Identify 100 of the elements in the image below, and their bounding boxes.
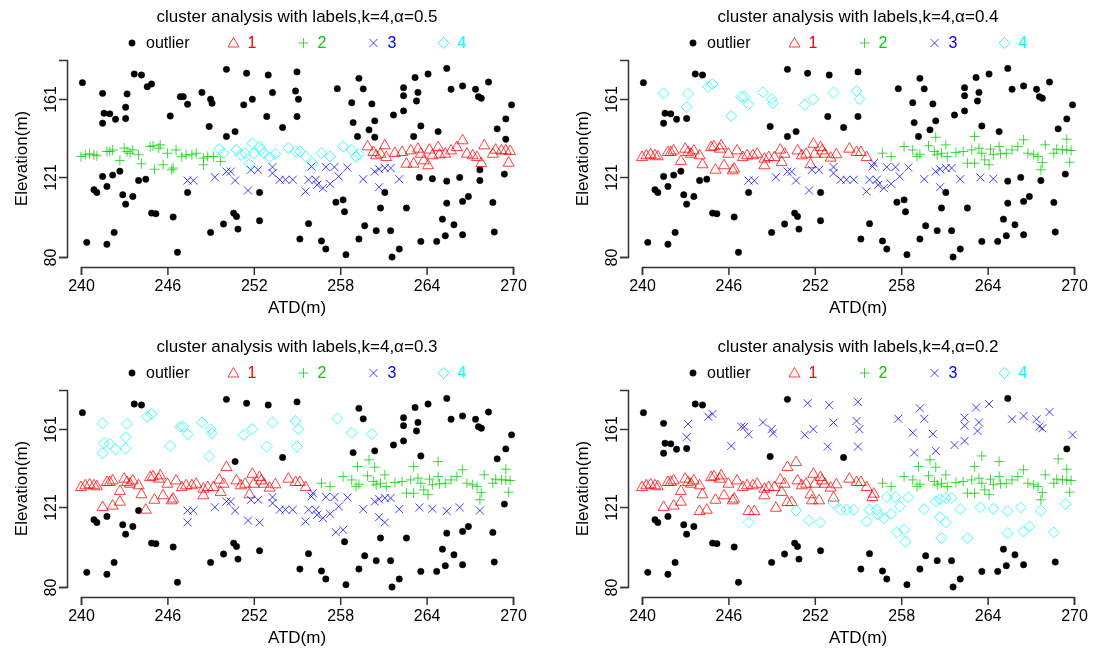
point — [321, 492, 331, 502]
point — [1061, 463, 1073, 475]
point — [312, 180, 322, 190]
point — [975, 172, 985, 182]
x-tick-label: 240 — [629, 277, 656, 295]
point — [275, 175, 285, 185]
point — [466, 148, 479, 160]
point — [867, 162, 877, 171]
legend-label: outlier — [146, 34, 191, 51]
point — [1051, 143, 1063, 155]
point — [830, 147, 843, 159]
y-tick-label: 161 — [42, 416, 59, 443]
point — [969, 460, 981, 472]
x-tick-label: 252 — [240, 277, 268, 295]
point — [188, 506, 198, 516]
point — [380, 150, 393, 162]
y-tick-label: 80 — [42, 578, 59, 597]
point — [976, 450, 988, 462]
point — [703, 412, 713, 422]
point — [329, 492, 339, 502]
point — [836, 175, 846, 185]
point — [445, 143, 458, 155]
x-tick-label: 240 — [68, 277, 95, 295]
x-tick-label: 264 — [413, 607, 441, 625]
point — [239, 477, 252, 488]
point — [935, 164, 945, 174]
point — [639, 409, 647, 417]
point — [1064, 486, 1076, 498]
point — [98, 437, 111, 450]
point — [408, 460, 420, 472]
point — [949, 583, 957, 591]
point — [230, 473, 243, 485]
point — [966, 474, 978, 486]
point — [299, 480, 312, 492]
point — [331, 527, 341, 537]
x-tick-label: 270 — [500, 607, 527, 625]
point — [478, 469, 490, 481]
point — [690, 523, 698, 530]
point — [210, 172, 220, 182]
point — [940, 139, 952, 151]
point — [404, 143, 417, 155]
legend-label: 3 — [948, 34, 958, 51]
point — [808, 424, 818, 434]
point — [827, 497, 840, 510]
point — [269, 477, 282, 489]
point — [758, 417, 768, 427]
point — [318, 513, 328, 523]
point — [247, 477, 260, 488]
point — [457, 464, 469, 476]
point — [961, 532, 974, 545]
point — [139, 503, 152, 514]
point — [1019, 411, 1029, 421]
point — [247, 147, 260, 160]
point — [879, 567, 886, 575]
point — [960, 436, 970, 446]
point — [308, 488, 318, 498]
point — [161, 477, 174, 488]
point — [1061, 474, 1073, 486]
point — [961, 157, 973, 169]
point — [280, 175, 290, 185]
point — [708, 409, 718, 419]
point — [119, 431, 132, 444]
point — [338, 525, 348, 535]
point — [850, 145, 863, 156]
point — [315, 147, 328, 160]
point — [1028, 479, 1040, 491]
point — [154, 468, 167, 480]
legend-label: 4 — [1018, 364, 1028, 381]
point — [948, 557, 956, 565]
point — [183, 517, 193, 527]
point — [768, 558, 776, 566]
point — [109, 443, 122, 456]
point — [898, 471, 910, 483]
point — [426, 148, 439, 160]
point — [843, 142, 856, 153]
point — [671, 558, 679, 566]
y-tick-label: 121 — [42, 164, 59, 191]
point — [113, 484, 126, 495]
point — [849, 175, 859, 185]
point — [263, 151, 276, 164]
point — [226, 497, 236, 507]
y-tick-label: 80 — [603, 248, 620, 267]
point — [461, 477, 473, 489]
point — [860, 150, 873, 162]
legend-label: 4 — [457, 364, 467, 381]
point — [185, 478, 198, 490]
point — [713, 540, 721, 548]
legend-label: 1 — [247, 364, 257, 381]
point — [243, 487, 256, 499]
y-axis-title: Elevation(m) — [573, 110, 592, 207]
point — [775, 155, 788, 166]
point — [161, 147, 173, 159]
point — [237, 428, 250, 441]
point — [933, 557, 941, 565]
point — [230, 506, 240, 516]
point — [1014, 501, 1027, 514]
point — [370, 497, 380, 507]
point — [145, 407, 158, 420]
point — [767, 97, 780, 110]
point — [954, 503, 967, 516]
